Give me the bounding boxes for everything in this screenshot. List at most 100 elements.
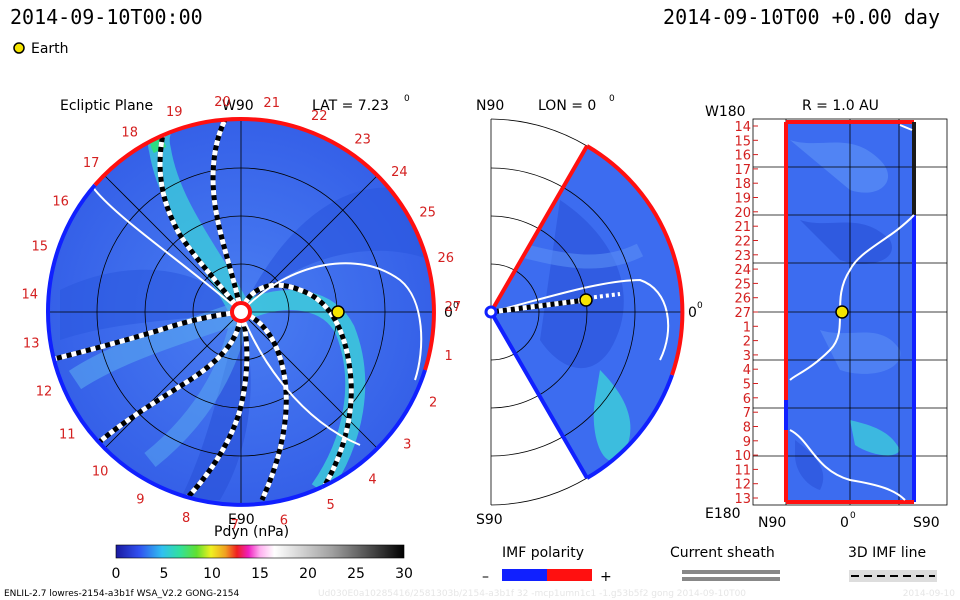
ecliptic-sector-label: 5 (326, 498, 334, 513)
ecliptic-sector-label: 3 (403, 438, 411, 453)
sun-marker (230, 301, 252, 323)
polarity-plus-label: + (600, 569, 612, 585)
ecliptic-title: Ecliptic Plane (60, 98, 153, 114)
imf-polarity-legend: IMF polarity – + (482, 545, 612, 585)
radial-rotation-label: 15 (734, 134, 751, 149)
radial-rotation-label: 27 (734, 306, 751, 321)
footer-run-id: Ud030E0a10285416/2581303b/2154-a3b1f 32 … (318, 589, 746, 599)
ecliptic-sector-label: 4 (368, 472, 376, 487)
radial-rotation-label: 14 (734, 120, 751, 135)
ecliptic-sector-label: 27 (445, 300, 462, 315)
radial-top-left-label: W180 (705, 104, 746, 120)
footer-model: ENLIL-2.7 lowres-2154-a3b1f WSA_V2.2 GON… (4, 589, 240, 599)
radial-rotation-label: 25 (734, 277, 751, 292)
ecliptic-sector-label: 9 (136, 493, 144, 508)
ecliptic-sector-label: 16 (52, 195, 69, 210)
ecliptic-sector-label: 7 (231, 518, 239, 533)
ecliptic-bottom-label: E90 (228, 512, 255, 528)
earth-legend-icon (13, 42, 25, 54)
radial-rotation-label: 9 (743, 435, 751, 450)
ecliptic-sector-label: 13 (23, 337, 40, 352)
radial-rotation-label: 18 (734, 177, 751, 192)
earth-marker-ecliptic (331, 305, 345, 319)
ecliptic-right-degree: 0 (453, 301, 459, 311)
colorbar-tick-label: 25 (347, 566, 365, 582)
imf-line-legend: 3D IMF line (848, 545, 937, 582)
ecliptic-top-label: W90 (222, 98, 254, 114)
ecliptic-sector-label: 12 (36, 384, 53, 399)
ecliptic-sector-label: 6 (280, 514, 288, 529)
colorbar-tick-label: 10 (203, 566, 221, 582)
ecliptic-sector-label: 25 (419, 205, 436, 220)
ecliptic-sector-label: 19 (166, 105, 183, 120)
radial-bottom-left-label: E180 (705, 506, 741, 522)
ecliptic-sector-label: 10 (92, 464, 109, 479)
radial-rotation-label: 1 (743, 320, 751, 335)
ecliptic-sector-label: 24 (391, 165, 408, 180)
radial-rotation-label: 12 (734, 478, 751, 493)
radial-rotation-label: 10 (734, 449, 751, 464)
radial-rotation-label: 17 (734, 163, 751, 178)
ecliptic-sector-label: 23 (354, 132, 371, 147)
radial-title: R = 1.0 AU (802, 98, 879, 114)
radial-bottom-s-label: S90 (913, 515, 940, 531)
colorbar-tick-label: 30 (395, 566, 413, 582)
meridional-lon-label: LON = 0 (538, 98, 596, 114)
current-sheath-legend: Current sheath (670, 545, 780, 581)
radial-rotation-label: 19 (734, 192, 751, 207)
meridional-top-label: N90 (476, 98, 504, 114)
radial-rotation-label: 7 (743, 406, 751, 421)
ecliptic-sector-label: 18 (121, 126, 138, 141)
radial-rotation-label: 11 (734, 463, 751, 478)
radial-bottom-center-label: 0 (840, 515, 849, 531)
meridional-right-degree: 0 (697, 301, 703, 311)
radial-rotation-label: 13 (734, 492, 751, 507)
meridional-panel: N90 LON = 0 0 0 0 S90 (476, 94, 703, 528)
earth-marker-meridional (579, 293, 593, 307)
ecliptic-sector-label: 15 (32, 239, 49, 254)
radial-rotation-labels: 1415161718192021222324252627123456789101… (734, 120, 758, 507)
meridional-lon-degree: 0 (609, 94, 615, 104)
polarity-positive-swatch (547, 569, 592, 581)
radial-panel: R = 1.0 AU W180 E180 N90 0 0 S90 1415161… (705, 98, 948, 531)
colorbar: Pdyn (nPa) 0 5 10 15 20 25 30 (112, 524, 413, 582)
ecliptic-panel: Ecliptic Plane W90 LAT = 7.23 0 0 0 E90 … (22, 94, 462, 533)
polarity-negative-swatch (502, 569, 547, 581)
date-right: 2014-09-10T00 +0.00 day (663, 5, 940, 29)
earth-legend-label: Earth (31, 41, 69, 57)
ecliptic-sector-label: 20 (214, 95, 231, 110)
radial-rotation-label: 3 (743, 349, 751, 364)
ecliptic-sector-label: 17 (83, 156, 100, 171)
ecliptic-sector-label: 14 (22, 288, 39, 303)
colorbar-tick-label: 0 (112, 566, 121, 582)
radial-rotation-label: 24 (734, 263, 751, 278)
ecliptic-lat-label: LAT = 7.23 (312, 98, 389, 114)
ecliptic-polarity-negative (321, 369, 427, 489)
radial-rotation-label: 8 (743, 421, 751, 436)
radial-rotation-label: 20 (734, 206, 751, 221)
ecliptic-sector-label: 26 (438, 251, 455, 266)
ecliptic-sector-label: 8 (182, 511, 190, 526)
ecliptic-lat-degree: 0 (404, 94, 410, 104)
imf-polarity-title: IMF polarity (502, 545, 584, 561)
date-left: 2014-09-10T00:00 (10, 5, 203, 29)
meridional-bottom-label: S90 (476, 512, 503, 528)
colorbar-tick-label: 5 (160, 566, 169, 582)
colorbar-ticks: 0 5 10 15 20 25 30 (112, 566, 413, 582)
radial-rotation-label: 16 (734, 149, 751, 164)
radial-rotation-label: 4 (743, 363, 751, 378)
colorbar-tick-label: 20 (299, 566, 317, 582)
ecliptic-sector-label: 22 (311, 109, 328, 124)
radial-rotation-label: 2 (743, 335, 751, 350)
ecliptic-polarity-positive (240, 117, 436, 371)
colorbar-label: Pdyn (nPa) (214, 524, 289, 540)
polarity-minus-label: – (482, 569, 489, 585)
imf-line-title: 3D IMF line (848, 545, 926, 561)
earth-marker-radial (835, 305, 849, 319)
ecliptic-sector-label: 2 (429, 396, 437, 411)
radial-rotation-label: 26 (734, 292, 751, 307)
radial-rotation-label: 6 (743, 392, 751, 407)
radial-rotation-label: 21 (734, 220, 751, 235)
ecliptic-right-label: 0 (444, 305, 453, 321)
